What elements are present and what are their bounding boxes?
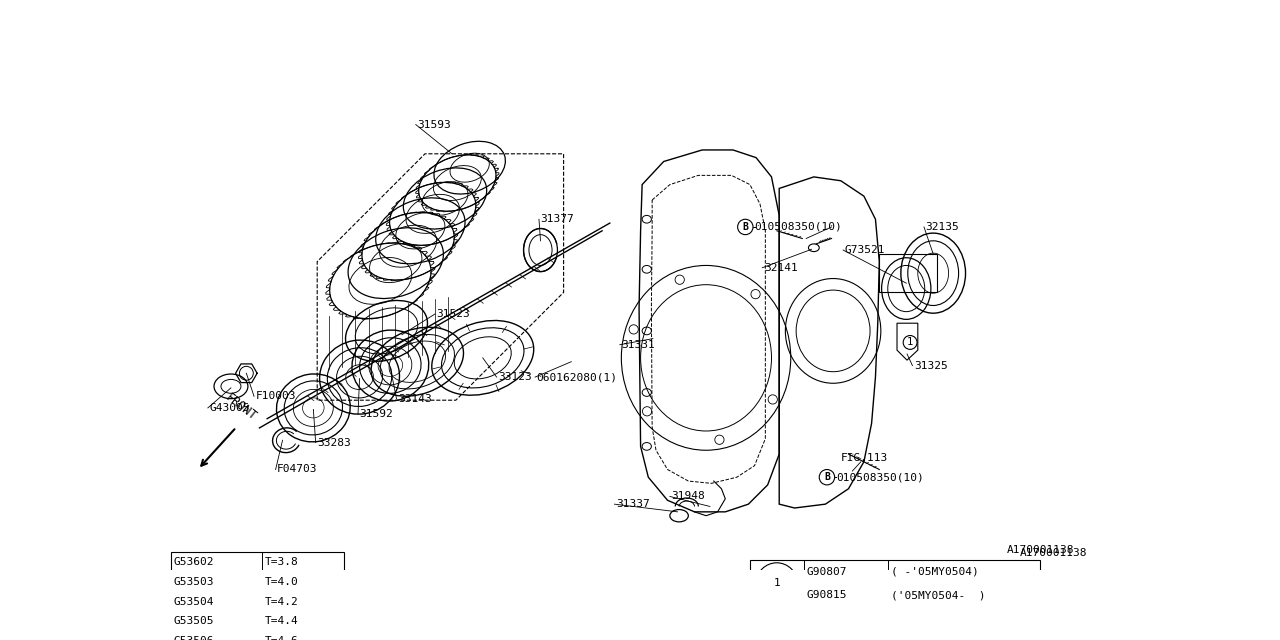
- Text: 060162080(1): 060162080(1): [536, 372, 618, 382]
- Text: G90807: G90807: [806, 566, 847, 577]
- Text: 31593: 31593: [417, 120, 451, 129]
- Text: 33123: 33123: [498, 372, 532, 382]
- Text: G53505: G53505: [173, 616, 214, 627]
- Text: 31592: 31592: [360, 409, 393, 419]
- Text: T=3.8: T=3.8: [265, 557, 298, 567]
- Circle shape: [819, 470, 835, 485]
- Text: ('05MY0504-  ): ('05MY0504- ): [891, 590, 986, 600]
- Text: 33143: 33143: [398, 394, 431, 404]
- Bar: [750, 560, 1041, 607]
- Text: T=4.4: T=4.4: [265, 616, 298, 627]
- Text: FRONT: FRONT: [223, 391, 260, 423]
- Text: 1: 1: [773, 579, 780, 588]
- Text: 010508350(10): 010508350(10): [836, 472, 924, 482]
- Text: T=4.2: T=4.2: [265, 596, 298, 607]
- Bar: [172, 552, 343, 640]
- Text: G53506: G53506: [173, 636, 214, 640]
- Circle shape: [904, 335, 916, 349]
- Text: 31377: 31377: [540, 214, 575, 224]
- Text: G53503: G53503: [173, 577, 214, 587]
- Text: G90815: G90815: [806, 590, 847, 600]
- Text: FIG.113: FIG.113: [841, 453, 888, 463]
- Text: 32135: 32135: [925, 222, 959, 232]
- Text: T=4.6: T=4.6: [265, 636, 298, 640]
- Text: 31325: 31325: [914, 360, 947, 371]
- Circle shape: [737, 220, 753, 235]
- Text: 32141: 32141: [764, 263, 797, 273]
- Text: A170001138: A170001138: [1006, 545, 1074, 556]
- Text: F10003: F10003: [256, 391, 296, 401]
- Text: G43005: G43005: [210, 403, 250, 413]
- Text: 31948: 31948: [672, 492, 705, 502]
- Text: 010508350(10): 010508350(10): [755, 222, 842, 232]
- Text: G53504: G53504: [173, 596, 214, 607]
- Text: ( -'05MY0504): ( -'05MY0504): [891, 566, 978, 577]
- Text: 31337: 31337: [616, 499, 650, 509]
- Text: B: B: [824, 472, 829, 482]
- Text: 1: 1: [908, 337, 913, 348]
- Text: B: B: [742, 222, 749, 232]
- Text: A170001138: A170001138: [1020, 548, 1087, 558]
- Text: G53602: G53602: [173, 557, 214, 567]
- Bar: [879, 254, 937, 292]
- Text: F04703: F04703: [278, 465, 317, 474]
- Text: G73521: G73521: [845, 245, 886, 255]
- Text: 33283: 33283: [317, 438, 351, 447]
- Polygon shape: [897, 323, 918, 360]
- Text: T=4.0: T=4.0: [265, 577, 298, 587]
- Text: 31523: 31523: [436, 309, 470, 319]
- Text: 31331: 31331: [621, 340, 655, 349]
